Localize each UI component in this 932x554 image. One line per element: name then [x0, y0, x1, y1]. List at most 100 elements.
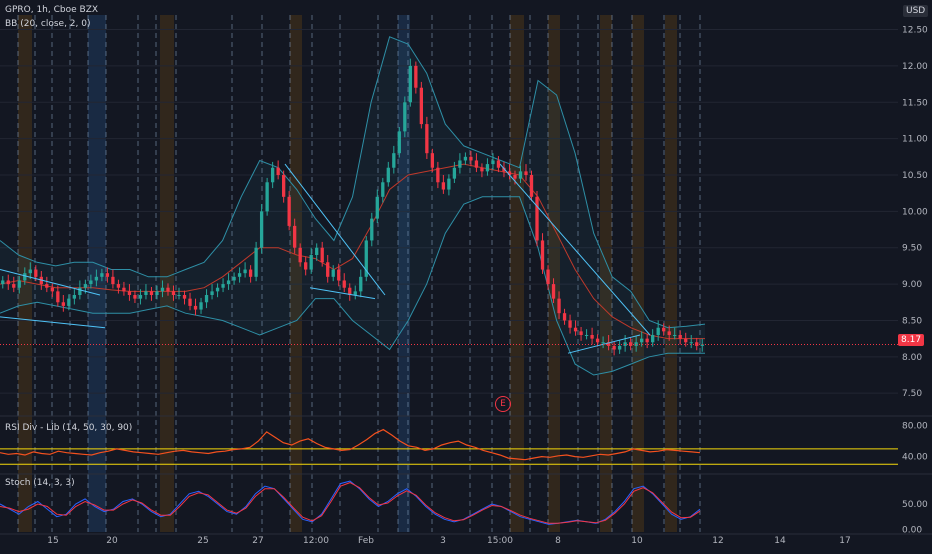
candle-body [551, 284, 556, 299]
candle-body [17, 280, 21, 288]
candle-body [61, 302, 65, 306]
trend-line [0, 316, 106, 329]
y-tick-label: 9.50 [902, 244, 922, 254]
candle-body [127, 291, 132, 295]
session-stripe [632, 15, 644, 532]
bollinger-upper [0, 36, 706, 329]
rsi-tick-label: 80.00 [902, 422, 928, 432]
candle-body [45, 284, 49, 288]
y-tick-label: 7.50 [902, 389, 922, 399]
y-tick-label: 10.00 [902, 207, 928, 217]
candle-body [182, 295, 187, 299]
candle-body [259, 211, 264, 248]
rsi-legend[interactable]: RSI Div - Lib (14, 50, 30, 90) [5, 423, 133, 433]
candle-body [282, 175, 286, 197]
candle-body [386, 167, 390, 183]
candle-body [331, 269, 335, 277]
earnings-marker-icon[interactable]: E [495, 396, 511, 412]
candle-body [700, 344, 704, 346]
session-stripe [398, 15, 410, 532]
candle-body [320, 247, 324, 263]
candle-body [381, 182, 385, 197]
y-tick-label: 11.50 [902, 98, 928, 108]
candle-body [463, 156, 468, 161]
candle-body [342, 280, 346, 288]
candle-body [254, 247, 258, 277]
bollinger-basis [0, 163, 705, 340]
candle-body [617, 345, 622, 350]
stoch-legend[interactable]: Stoch (14, 3, 3) [5, 478, 75, 488]
session-stripe [548, 15, 560, 532]
y-tick-label: 9.00 [902, 280, 922, 290]
bb-legend[interactable]: BB (20, close, 2, 0) [5, 19, 91, 29]
candle-body [656, 327, 660, 335]
candle-body [353, 291, 357, 295]
candle-body [529, 175, 534, 197]
candle-body [100, 273, 104, 277]
candle-body [138, 295, 143, 299]
currency-button[interactable]: USD [903, 5, 929, 17]
candle-body [425, 124, 429, 154]
candle-body [518, 171, 523, 179]
y-tick-label: 11.00 [902, 135, 928, 145]
y-tick-label: 12.50 [902, 26, 928, 36]
candle-body [595, 338, 600, 343]
trend-line [309, 287, 376, 300]
candle-body [662, 327, 666, 332]
candle-body [568, 320, 572, 328]
candle-body [397, 131, 401, 154]
candle-body [414, 65, 418, 88]
candle-body [270, 167, 275, 183]
candle-body [83, 284, 88, 288]
x-tick-label: 17 [839, 536, 850, 546]
candle-body [667, 331, 671, 335]
candle-body [348, 287, 352, 295]
candle-body [496, 160, 501, 168]
candle-body [502, 167, 506, 172]
candle-body [6, 280, 10, 285]
candle-body [160, 287, 165, 292]
candle-body [105, 273, 110, 277]
candle-body [226, 280, 231, 285]
candle-body [326, 262, 330, 277]
session-stripe [665, 15, 677, 532]
session-stripe [160, 15, 174, 532]
symbol-legend[interactable]: GPRO, 1h, Cboe BZX [5, 5, 99, 15]
candle-body [89, 280, 93, 285]
x-tick-label: 15:00 [487, 536, 513, 546]
candle-body [651, 335, 655, 343]
candle-body [67, 298, 71, 306]
candle-body [166, 287, 170, 292]
candle-body [436, 167, 440, 183]
candle-body [513, 175, 517, 179]
candle-body [12, 284, 16, 288]
candle-body [232, 276, 236, 281]
candle-body [584, 335, 589, 336]
candle-body [23, 273, 27, 281]
candle-body [122, 287, 126, 292]
x-tick-label: 20 [106, 536, 118, 546]
candle-body [623, 342, 627, 346]
x-tick-label: 27 [252, 536, 263, 546]
candle-body [375, 196, 379, 219]
candle-body [188, 298, 192, 306]
x-tick-label: Feb [358, 536, 374, 546]
x-tick-label: 12 [712, 536, 723, 546]
candle-body [177, 295, 181, 296]
candle-body [485, 164, 490, 172]
candle-body [447, 178, 451, 190]
candle-body [221, 284, 225, 288]
candle-body [359, 276, 363, 292]
candle-body [50, 287, 54, 292]
session-stripe [510, 15, 524, 532]
candle-body [193, 305, 198, 310]
candle-body [562, 313, 567, 321]
candle-body [430, 153, 435, 168]
x-tick-label: 3 [440, 536, 446, 546]
candle-body [408, 65, 412, 103]
stoch-tick-label: 0.00 [902, 525, 922, 535]
x-tick-label: 10 [631, 536, 643, 546]
x-tick-label: 14 [774, 536, 786, 546]
